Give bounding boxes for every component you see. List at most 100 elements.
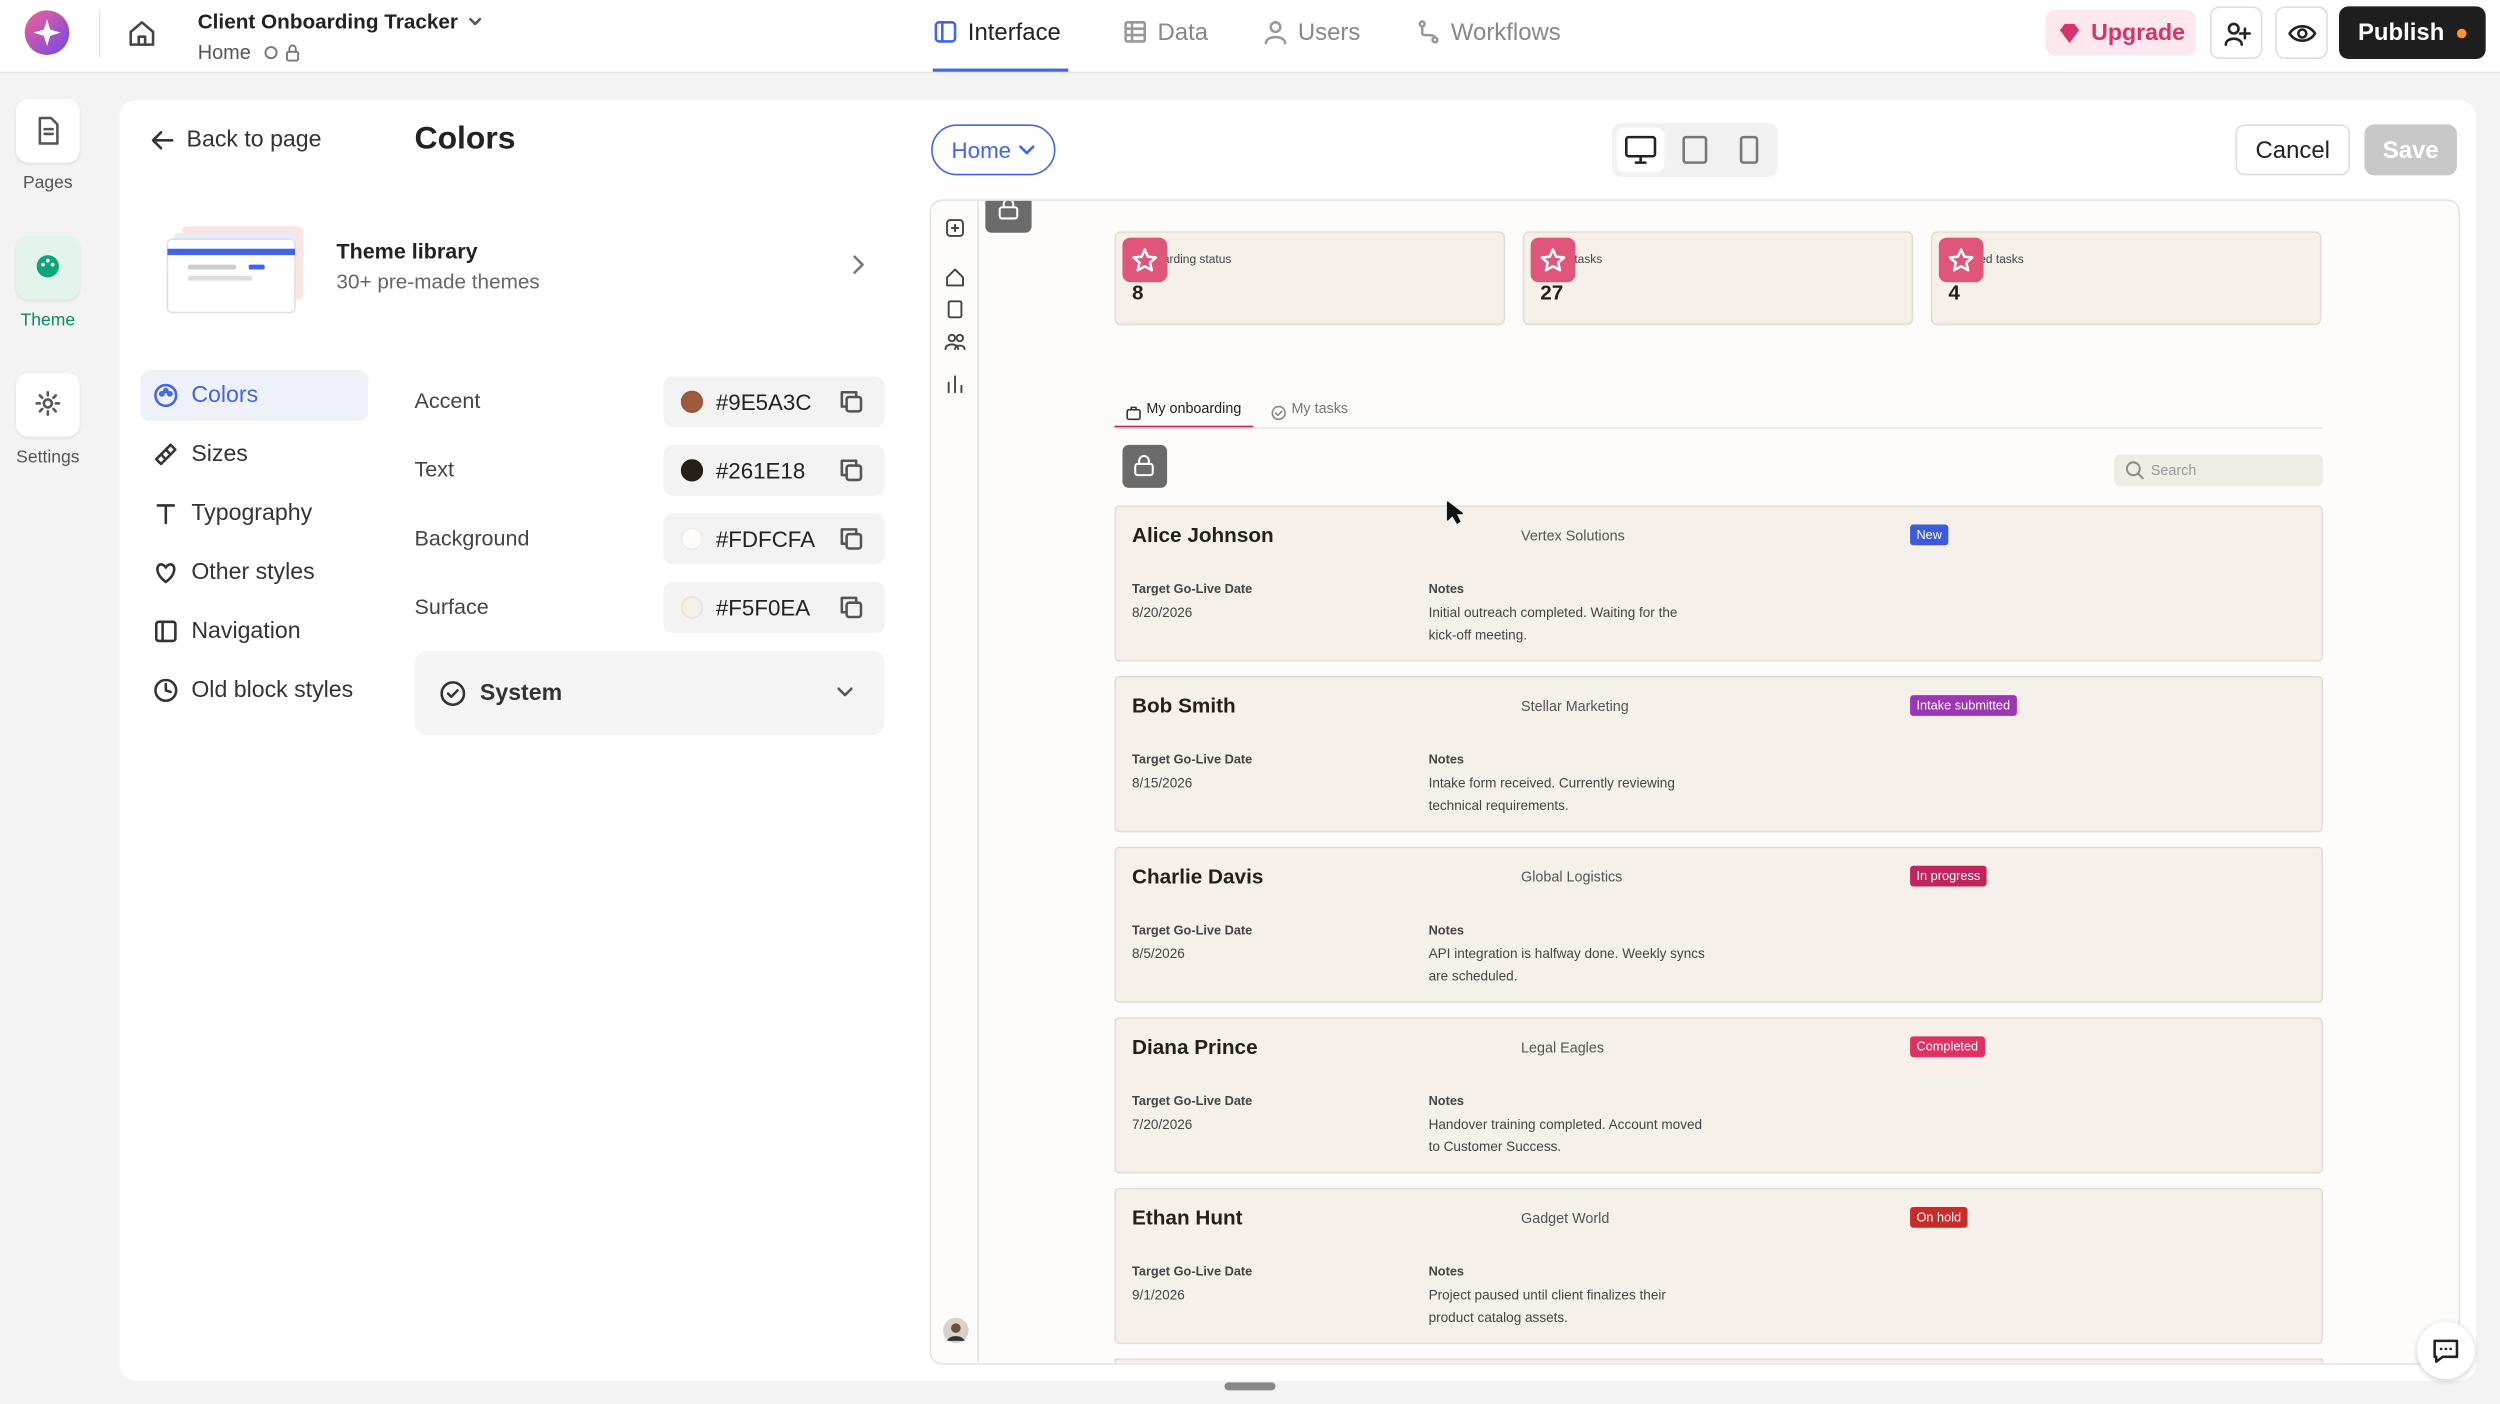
rail-label[interactable]: Settings	[16, 448, 80, 468]
resize-handle[interactable]	[1224, 1382, 1276, 1391]
tab[interactable]: Workflows	[1450, 19, 1561, 47]
menu-icon[interactable]	[153, 678, 179, 711]
color-value[interactable]: #9E5A3C	[715, 389, 812, 415]
color-value[interactable]: #F5F0EA	[715, 594, 811, 621]
record-card[interactable]	[1114, 505, 2324, 662]
invite-button[interactable]	[2209, 6, 2263, 59]
theme-thumbnail[interactable]	[166, 223, 306, 315]
color-value[interactable]: #FDFCFA	[715, 526, 816, 552]
record-name[interactable]: Alice Johnson	[1132, 522, 1274, 547]
chevron[interactable]	[466, 13, 485, 32]
record-name[interactable]: Charlie Davis	[1132, 864, 1264, 889]
tab[interactable]: Data	[1157, 19, 1209, 47]
menu-item[interactable]: Old block styles	[191, 677, 354, 704]
tab-icon[interactable]	[1126, 400, 1142, 429]
record-tab[interactable]: My onboarding	[1146, 400, 1242, 417]
color-label: Accent	[414, 389, 481, 413]
field-label: Target Go-Live Date	[1132, 752, 1253, 767]
status-dot	[2457, 27, 2467, 38]
tab-icon[interactable]	[933, 19, 959, 52]
menu-item[interactable]: Sizes	[191, 441, 248, 468]
cancel-button[interactable]: Cancel	[2235, 124, 2351, 176]
record-card[interactable]	[1114, 1017, 2324, 1174]
record-name[interactable]: Ethan Hunt	[1132, 1205, 1243, 1230]
record-notes: Initial outreach completed. Waiting for …	[1428, 604, 1678, 642]
menu-icon[interactable]	[153, 560, 179, 593]
color-swatch[interactable]	[680, 596, 704, 619]
menu-item[interactable]: Navigation	[191, 618, 301, 645]
copy-glyph	[840, 596, 863, 619]
color-label: Text	[414, 457, 455, 482]
record-company: Global Logistics	[1521, 868, 1623, 885]
tab-icon[interactable]	[1122, 19, 1148, 52]
color-swatch[interactable]	[680, 459, 704, 482]
system-label: System	[479, 680, 563, 707]
rail-button[interactable]	[15, 98, 80, 163]
field-label: Target Go-Live Date	[1132, 581, 1253, 597]
publish-button[interactable]: Publish	[2338, 6, 2486, 59]
record-card[interactable]	[1114, 676, 2324, 833]
tab-icon[interactable]	[1263, 19, 1289, 52]
rail-label[interactable]: Theme	[20, 310, 76, 331]
back-link[interactable]: Back to page	[186, 127, 322, 154]
menu-icon[interactable]	[153, 383, 179, 416]
color-swatch[interactable]	[680, 527, 704, 551]
page-select[interactable]: Home	[931, 124, 1056, 176]
rail-button[interactable]	[15, 373, 80, 437]
menu-icon[interactable]	[153, 619, 179, 652]
system-section[interactable]	[414, 650, 885, 736]
lock-block[interactable]	[1122, 444, 1168, 488]
app-title[interactable]: Client Onboarding Tracker	[197, 9, 459, 34]
copy-icon[interactable]	[839, 595, 865, 628]
breadcrumb[interactable]: Home	[197, 41, 251, 64]
back-arrow[interactable]	[150, 128, 176, 154]
copy-icon[interactable]	[839, 458, 865, 491]
logo[interactable]	[24, 10, 70, 56]
upgrade-button[interactable]: Upgrade	[2045, 9, 2196, 56]
stat-value: 8	[1132, 280, 1144, 305]
save-label: Save	[2382, 136, 2439, 164]
record-tab[interactable]: My tasks	[1291, 400, 1349, 417]
menu-glyph	[156, 563, 176, 584]
menu-item[interactable]: Typography	[191, 500, 313, 527]
tablet-icon[interactable]	[1680, 134, 1709, 166]
mini-rail-icons	[944, 219, 966, 394]
lock-block[interactable]	[985, 200, 1032, 233]
record-name[interactable]: Bob Smith	[1132, 693, 1236, 718]
rail-button[interactable]	[15, 235, 80, 300]
record-name[interactable]: Diana Prince	[1132, 1034, 1258, 1059]
chevron-down[interactable]	[835, 682, 854, 701]
copy-icon[interactable]	[839, 526, 865, 559]
tab-glyph	[1418, 20, 1439, 44]
stat-icon	[1938, 237, 1984, 283]
menu-icon[interactable]	[153, 501, 179, 534]
tab[interactable]: Users	[1297, 19, 1361, 47]
record-card[interactable]	[1114, 1187, 2324, 1345]
device-active[interactable]	[1616, 127, 1665, 173]
tab[interactable]: Interface	[967, 19, 1061, 47]
menu-active-bg	[140, 369, 369, 421]
copy-icon[interactable]	[839, 389, 865, 422]
status-badge: In progress	[1910, 865, 1987, 887]
rail-label[interactable]: Pages	[22, 173, 73, 193]
menu-item[interactable]: Other styles	[191, 559, 315, 586]
menu-icon[interactable]	[153, 442, 179, 475]
menu-glyph	[154, 678, 178, 703]
color-swatch[interactable]	[680, 390, 704, 413]
avatar[interactable]	[942, 1317, 969, 1344]
record-card[interactable]	[1114, 846, 2324, 1003]
search-box[interactable]	[2114, 454, 2324, 487]
home-icon[interactable]	[126, 18, 158, 50]
phone-icon[interactable]	[1736, 134, 1762, 166]
library-title[interactable]: Theme library	[336, 239, 478, 264]
tab-icon[interactable]	[1271, 400, 1287, 429]
menu-item[interactable]: Colors	[191, 382, 259, 409]
chat-button[interactable]	[2417, 1321, 2475, 1380]
preview-button[interactable]	[2275, 6, 2328, 59]
tab-icon[interactable]	[1416, 19, 1442, 52]
color-value[interactable]: #261E18	[715, 457, 806, 484]
save-button[interactable]: Save	[2364, 124, 2457, 176]
chevron-right[interactable]	[848, 254, 867, 276]
